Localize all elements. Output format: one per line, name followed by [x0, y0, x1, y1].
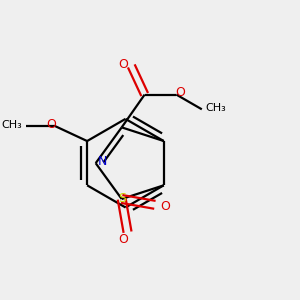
Text: CH₃: CH₃: [205, 103, 226, 113]
Text: O: O: [118, 233, 128, 246]
Text: O: O: [46, 118, 56, 131]
Text: S: S: [118, 193, 126, 206]
Text: O: O: [118, 58, 128, 71]
Text: N: N: [97, 154, 107, 168]
Text: CH₃: CH₃: [1, 120, 22, 130]
Text: O: O: [160, 200, 170, 213]
Text: O: O: [176, 86, 185, 99]
